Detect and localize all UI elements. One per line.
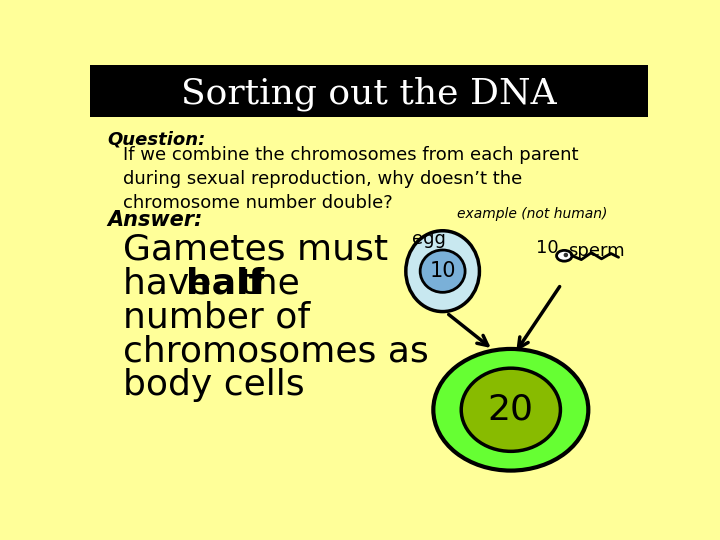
Text: Question:: Question: bbox=[107, 130, 205, 148]
Text: sperm: sperm bbox=[569, 242, 625, 260]
Ellipse shape bbox=[406, 231, 480, 312]
Ellipse shape bbox=[557, 251, 572, 261]
Text: 10: 10 bbox=[536, 239, 559, 257]
Text: 20: 20 bbox=[488, 393, 534, 427]
Text: number of: number of bbox=[122, 300, 310, 334]
Text: Gametes must: Gametes must bbox=[122, 233, 387, 267]
Text: chromosomes as: chromosomes as bbox=[122, 334, 428, 368]
Text: 10: 10 bbox=[429, 261, 456, 281]
Circle shape bbox=[564, 253, 567, 256]
Text: Sorting out the DNA: Sorting out the DNA bbox=[181, 77, 557, 111]
Ellipse shape bbox=[433, 349, 588, 470]
Text: the: the bbox=[229, 267, 300, 301]
Text: Answer:: Answer: bbox=[107, 210, 202, 230]
Text: egg: egg bbox=[412, 231, 446, 248]
Text: example (not human): example (not human) bbox=[456, 207, 607, 221]
Ellipse shape bbox=[462, 368, 560, 451]
Ellipse shape bbox=[420, 250, 465, 292]
Bar bbox=[90, 65, 648, 117]
Text: have: have bbox=[122, 267, 222, 301]
Text: body cells: body cells bbox=[122, 368, 304, 402]
Text: If we combine the chromosomes from each parent
during sexual reproduction, why d: If we combine the chromosomes from each … bbox=[122, 146, 578, 212]
Text: half: half bbox=[186, 267, 264, 301]
